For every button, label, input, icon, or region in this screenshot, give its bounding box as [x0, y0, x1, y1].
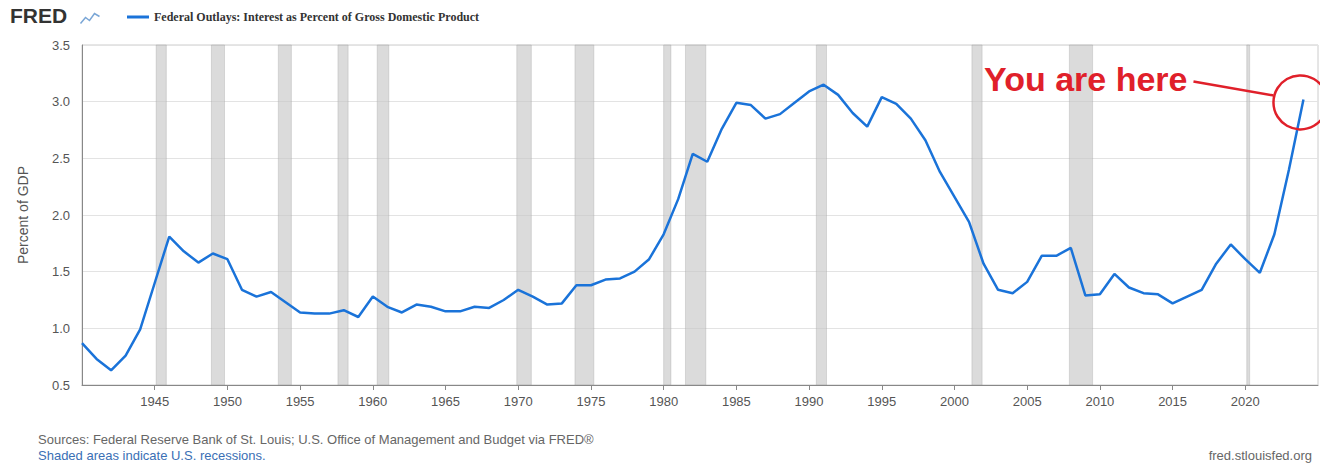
svg-text:2005: 2005 — [1013, 394, 1042, 409]
svg-text:Sources: Federal Reserve Bank: Sources: Federal Reserve Bank of St. Lou… — [38, 432, 594, 447]
svg-text:1945: 1945 — [140, 394, 169, 409]
svg-text:1990: 1990 — [795, 394, 824, 409]
svg-text:Percent of GDP: Percent of GDP — [15, 166, 31, 264]
svg-text:1995: 1995 — [867, 394, 896, 409]
svg-text:1950: 1950 — [213, 394, 242, 409]
svg-text:2.0: 2.0 — [52, 208, 70, 223]
svg-text:1.5: 1.5 — [52, 264, 70, 279]
svg-text:1975: 1975 — [576, 394, 605, 409]
svg-text:Federal Outlays: Interest as P: Federal Outlays: Interest as Percent of … — [154, 10, 479, 24]
svg-text:FRED: FRED — [10, 4, 67, 27]
svg-text:fred.stlouisfed.org: fred.stlouisfed.org — [1209, 448, 1312, 463]
svg-text:Shaded areas indicate U.S. rec: Shaded areas indicate U.S. recessions. — [38, 448, 266, 463]
svg-text:1960: 1960 — [358, 394, 387, 409]
svg-text:You are here: You are here — [984, 60, 1187, 98]
svg-text:1970: 1970 — [504, 394, 533, 409]
svg-text:1.0: 1.0 — [52, 321, 70, 336]
svg-text:1980: 1980 — [649, 394, 678, 409]
svg-text:1955: 1955 — [286, 394, 315, 409]
svg-text:2010: 2010 — [1085, 394, 1114, 409]
svg-text:3.0: 3.0 — [52, 94, 70, 109]
svg-text:1965: 1965 — [431, 394, 460, 409]
svg-text:2000: 2000 — [940, 394, 969, 409]
svg-text:0.5: 0.5 — [52, 378, 70, 393]
svg-text:2015: 2015 — [1158, 394, 1187, 409]
svg-text:1985: 1985 — [722, 394, 751, 409]
svg-text:2.5: 2.5 — [52, 151, 70, 166]
svg-text:3.5: 3.5 — [52, 38, 70, 53]
svg-text:2020: 2020 — [1231, 394, 1260, 409]
